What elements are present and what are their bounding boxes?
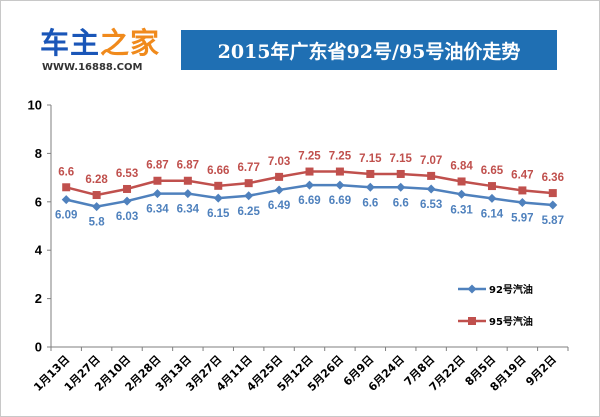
y-tick-label: 8 <box>35 146 42 161</box>
data-label: 7.07 <box>420 155 442 167</box>
y-tick-label: 10 <box>28 98 42 113</box>
chart-title: 2015年广东省92号/95号油价走势 <box>181 30 557 70</box>
data-label: 6.53 <box>420 199 442 211</box>
data-point <box>396 182 406 192</box>
data-point <box>335 167 344 176</box>
data-point <box>274 185 284 195</box>
logo-brand-part2: 之家 <box>100 26 161 60</box>
data-point <box>183 176 192 185</box>
data-label: 7.03 <box>268 156 290 168</box>
data-point <box>92 202 102 212</box>
data-point <box>427 171 436 180</box>
data-label: 6.03 <box>116 211 138 223</box>
data-point <box>548 200 558 210</box>
data-label: 7.15 <box>390 153 413 165</box>
legend-label: 95号汽油 <box>489 315 533 328</box>
data-point <box>122 196 132 206</box>
data-label: 6.47 <box>511 169 533 181</box>
brand-logo: 车主之家 WWW.16888.COM <box>40 26 172 78</box>
data-point <box>487 182 496 191</box>
y-tick-label: 6 <box>35 194 42 209</box>
data-label: 6.77 <box>237 162 259 174</box>
logo-wordmark: 车主之家 <box>40 26 160 60</box>
data-point <box>92 191 101 200</box>
data-label: 5.8 <box>89 217 106 229</box>
data-point <box>183 189 193 199</box>
data-label: 6.6 <box>393 197 409 209</box>
data-point <box>457 177 466 186</box>
data-label: 6.87 <box>146 160 168 172</box>
legend-marker <box>467 284 477 294</box>
data-label: 6.87 <box>177 160 199 172</box>
data-label: 5.97 <box>511 213 533 225</box>
data-point <box>305 167 314 176</box>
data-label: 6.69 <box>298 195 320 207</box>
y-tick-label: 2 <box>35 291 42 306</box>
data-label: 6.6 <box>362 197 378 209</box>
data-point <box>153 176 162 185</box>
data-label: 7.25 <box>298 151 321 163</box>
data-point <box>62 183 71 192</box>
data-label: 6.69 <box>329 195 351 207</box>
logo-url: WWW.16888.COM <box>42 62 143 73</box>
data-point <box>123 184 132 193</box>
data-point <box>487 193 497 203</box>
y-tick-label: 0 <box>35 340 42 355</box>
data-point <box>61 195 71 205</box>
data-label: 5.87 <box>542 215 564 227</box>
data-point <box>518 186 527 195</box>
data-point <box>517 198 527 208</box>
data-point <box>548 189 557 198</box>
data-point <box>213 193 223 203</box>
data-point <box>152 189 162 199</box>
data-point <box>366 169 375 178</box>
data-point <box>365 182 375 192</box>
legend-marker <box>468 317 476 325</box>
data-label: 6.15 <box>207 208 230 220</box>
data-point <box>275 172 284 181</box>
data-point <box>426 184 436 194</box>
data-label: 6.09 <box>55 210 77 222</box>
data-point <box>244 191 254 201</box>
data-label: 6.84 <box>450 160 473 172</box>
data-label: 6.25 <box>237 206 260 218</box>
data-label: 6.49 <box>268 200 290 212</box>
x-tick-label: 9月2日 <box>523 353 559 389</box>
data-point <box>457 189 467 199</box>
data-label: 6.34 <box>177 204 200 216</box>
data-label: 6.14 <box>481 208 504 220</box>
data-label: 7.25 <box>329 151 352 163</box>
legend-label: 92号汽油 <box>489 283 533 296</box>
data-point <box>396 169 405 178</box>
y-tick-label: 4 <box>35 243 43 258</box>
data-label: 6.53 <box>116 168 138 180</box>
data-label: 6.36 <box>542 172 564 184</box>
data-label: 6.6 <box>58 166 74 178</box>
data-label: 6.28 <box>85 174 108 186</box>
data-point <box>244 179 253 188</box>
data-label: 6.65 <box>481 165 504 177</box>
data-point <box>214 181 223 190</box>
data-point <box>335 180 345 190</box>
data-label: 6.34 <box>146 204 169 216</box>
data-label: 7.15 <box>359 153 382 165</box>
logo-brand-part1: 车主 <box>40 26 101 60</box>
data-point <box>305 180 314 190</box>
data-label: 6.66 <box>207 165 229 177</box>
data-label: 6.31 <box>450 204 473 216</box>
